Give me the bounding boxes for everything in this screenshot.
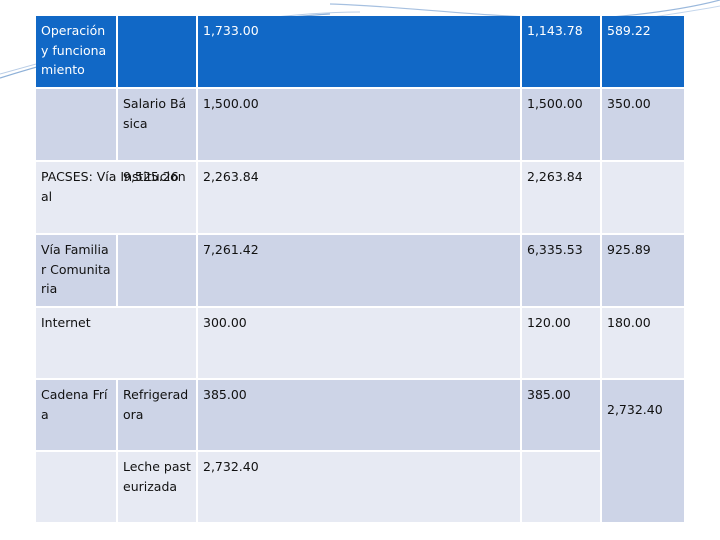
table-cell: 1,500.00 bbox=[198, 89, 520, 160]
table-cell bbox=[36, 452, 116, 522]
table-cell: Cadena Fría bbox=[36, 380, 116, 450]
table-cell: 1,500.00 bbox=[522, 89, 600, 160]
table-cell bbox=[36, 89, 116, 160]
table-cell: 1,733.00 bbox=[198, 16, 520, 87]
table-cell: Refrigeradora bbox=[118, 380, 196, 450]
table-cell: 1,143.78 bbox=[522, 16, 600, 87]
table-cell bbox=[118, 16, 196, 87]
table-cell: 6,335.53 bbox=[522, 235, 600, 306]
table-cell: 7,261.42 bbox=[198, 235, 520, 306]
table-cell bbox=[602, 162, 684, 233]
table-cell: 589.22 bbox=[602, 16, 684, 87]
table-cell: 385.00 bbox=[198, 380, 520, 450]
table-cell: 300.00 bbox=[198, 308, 520, 378]
table-cell: Salario Básica bbox=[118, 89, 196, 160]
table-cell: 2,732.40 bbox=[602, 380, 684, 522]
budget-table: Operación y funcionamiento 1,733.00 1,14… bbox=[36, 16, 684, 522]
table-cell: 9,525.26 bbox=[123, 169, 179, 184]
table-cell: 385.00 bbox=[522, 380, 600, 450]
table-cell bbox=[118, 235, 196, 306]
table-cell: 350.00 bbox=[602, 89, 684, 160]
table-cell: 2,263.84 bbox=[522, 162, 600, 233]
table-cell: 925.89 bbox=[602, 235, 684, 306]
table-cell: 2,263.84 bbox=[198, 162, 520, 233]
table-cell: Leche pasteurizada bbox=[118, 452, 196, 522]
table-cell: 120.00 bbox=[522, 308, 600, 378]
table-cell: Operación y funcionamiento bbox=[36, 16, 116, 87]
table-cell: 180.00 bbox=[602, 308, 684, 378]
table-cell: Internet bbox=[36, 308, 196, 378]
table-cell: PACSES: Vía Institucional bbox=[36, 162, 196, 233]
table-cell bbox=[522, 452, 600, 522]
table-cell: Vía Familiar Comunitaria bbox=[36, 235, 116, 306]
table-cell: 2,732.40 bbox=[198, 452, 520, 522]
